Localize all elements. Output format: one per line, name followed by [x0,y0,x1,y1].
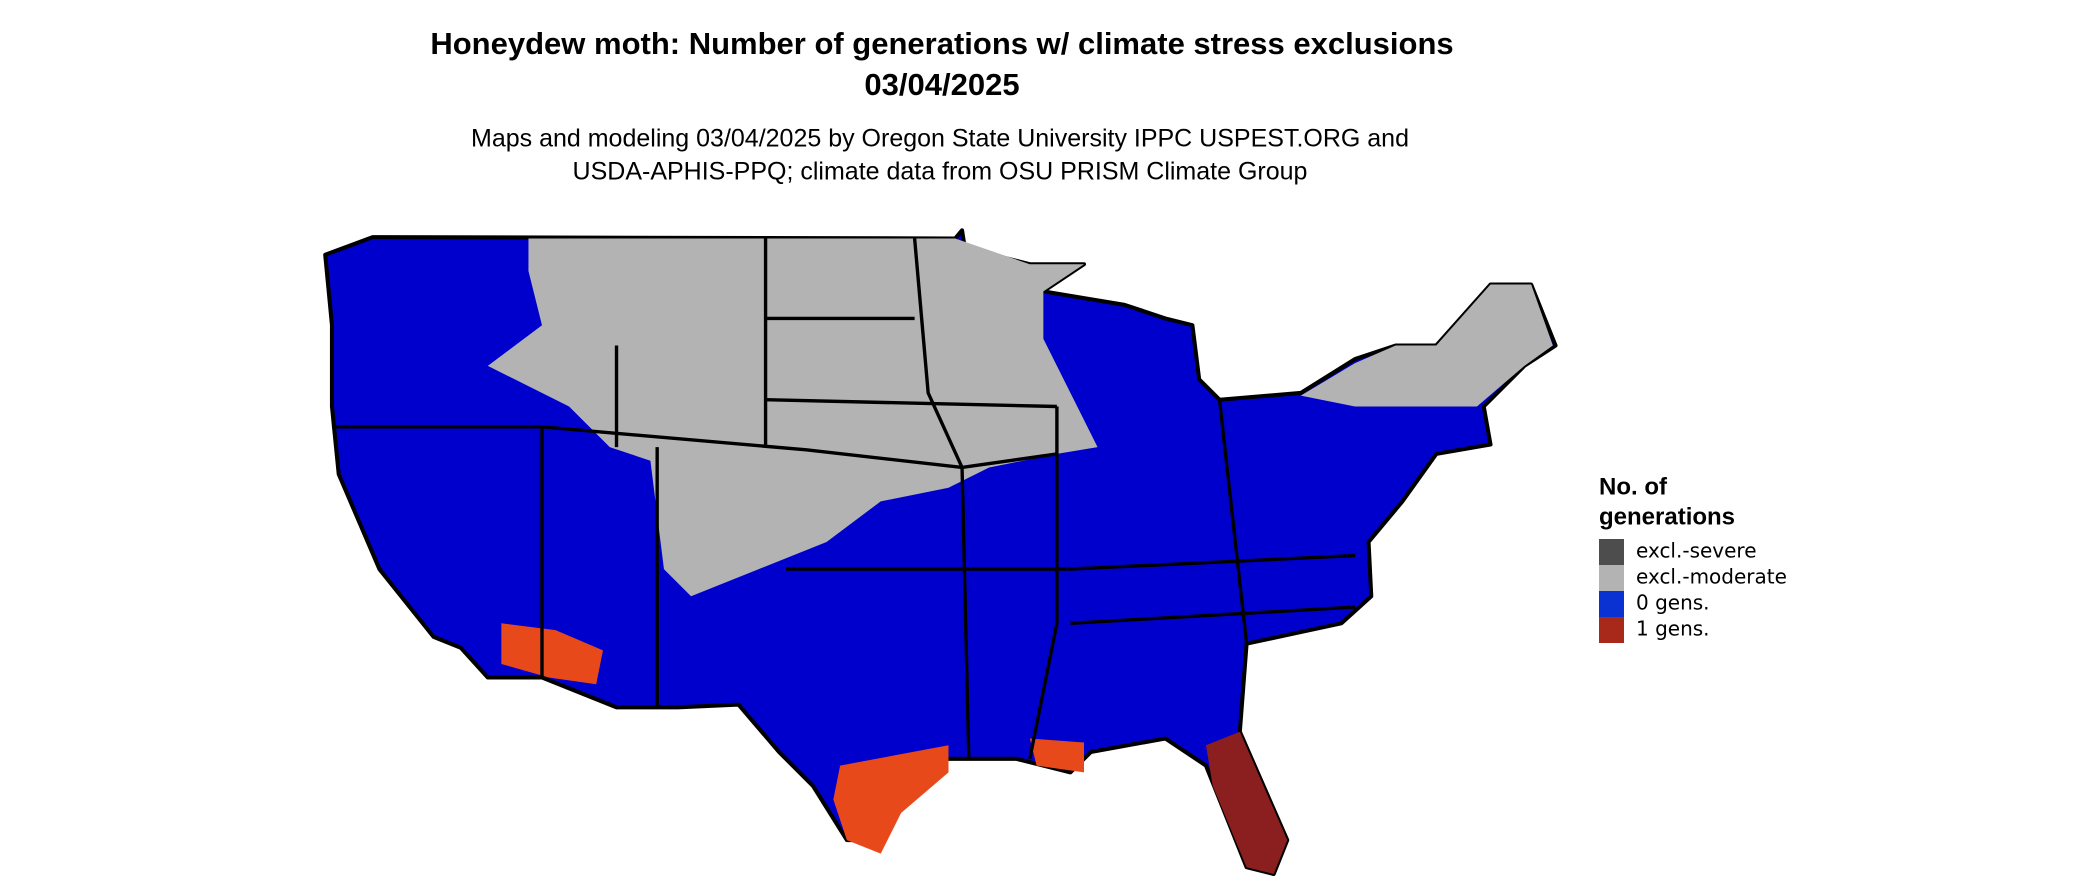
map-region-1-gens [1205,731,1288,874]
legend-swatch [1599,591,1624,617]
map-region-1-gens [1029,738,1084,773]
map-region-excl-moderate [1300,284,1553,407]
legend-title: No. of [1599,473,1668,500]
legend: No. of generations excl.-severeexcl.-mod… [1599,473,1787,643]
legend-swatch [1599,539,1624,565]
legend-swatch [1599,617,1624,643]
legend-label: 0 gens. [1636,591,1710,615]
map-date: 03/04/2025 [864,67,1019,102]
map-region-1-gens [833,745,949,854]
map-title: Honeydew moth: Number of generations w/ … [430,26,1453,61]
subtitle-line: USDA-APHIS-PPQ; climate data from OSU PR… [573,158,1308,186]
state-borders [331,238,1356,760]
legend-title: generations [1599,503,1735,530]
legend-label: excl.-severe [1636,539,1757,563]
subtitle-line: Maps and modeling 03/04/2025 by Oregon S… [471,125,1409,153]
map-region-1-gens [501,623,603,685]
us-map [323,228,1558,877]
legend-label: excl.-moderate [1636,565,1787,589]
legend-swatch [1599,565,1624,591]
legend-label: 1 gens. [1636,617,1710,641]
map-region-excl-moderate [487,238,1098,597]
